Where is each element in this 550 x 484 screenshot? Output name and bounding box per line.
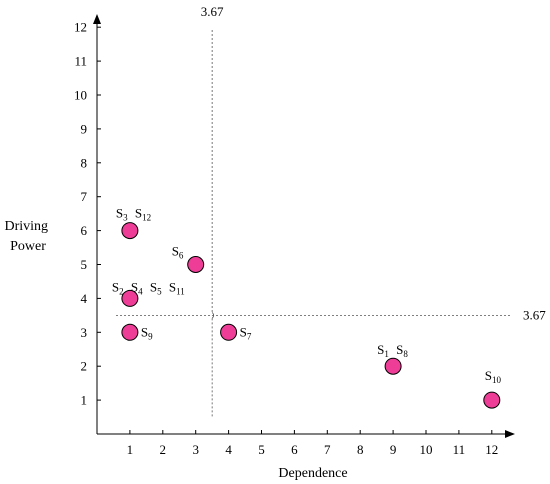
data-point (121, 222, 139, 240)
x-tick-label: 1 (127, 442, 134, 457)
point-label: S3 (116, 206, 128, 223)
point-label: S12 (135, 206, 151, 223)
x-tick-label: 8 (357, 442, 364, 457)
x-tick-label: 7 (324, 442, 331, 457)
y-tick-label: 2 (81, 359, 88, 374)
horizontal-reference-label: 3.67 (523, 307, 546, 322)
data-point (220, 323, 238, 341)
x-tick-label: 2 (160, 442, 167, 457)
point-label: S6 (172, 244, 184, 261)
point-label: S4 (131, 279, 143, 296)
y-tick-label: 5 (81, 257, 88, 272)
y-tick-label: 3 (81, 325, 88, 340)
y-axis-arrow (93, 14, 101, 24)
y-tick-label: 8 (81, 155, 88, 170)
y-tick-label: 11 (74, 54, 87, 69)
x-tick-label: 4 (225, 442, 232, 457)
point-label: S7 (240, 324, 252, 341)
x-tick-label: 11 (453, 442, 466, 457)
x-axis-arrow (505, 430, 515, 438)
y-tick-label: 10 (74, 88, 87, 103)
y-tick-label: 7 (81, 189, 88, 204)
y-tick-label: 9 (81, 121, 88, 136)
point-label: S2 (112, 279, 124, 296)
point-label: S10 (485, 368, 502, 385)
x-tick-label: 9 (390, 442, 397, 457)
y-axis-title-line-2: Power (10, 239, 46, 254)
x-axis-title: Dependence (278, 466, 347, 481)
x-tick-label: 3 (192, 442, 199, 457)
data-point (187, 256, 205, 273)
point-label: S1 (377, 342, 389, 359)
y-tick-label: 1 (81, 393, 88, 408)
point-label: S8 (396, 342, 408, 359)
x-tick-label: 5 (258, 442, 265, 457)
data-point (384, 357, 402, 375)
x-tick-label: 12 (485, 442, 498, 457)
reference-lines: 3.67 3.67 (116, 4, 546, 418)
x-tick-label: 10 (420, 442, 433, 457)
axes (93, 14, 515, 438)
y-axis-title: Driving Power (4, 219, 51, 254)
data-points (121, 222, 501, 409)
point-label: S11 (169, 279, 185, 296)
vertical-reference-label: 3.67 (201, 4, 224, 19)
y-tick-label: 6 (81, 223, 88, 238)
data-point (121, 289, 139, 307)
data-point (483, 391, 501, 409)
y-tick-label: 12 (74, 20, 87, 35)
data-point (121, 323, 139, 341)
y-axis-title-line-1: Driving (4, 219, 48, 234)
point-label: S9 (141, 324, 153, 341)
y-tick-label: 4 (81, 291, 88, 306)
x-tick-label: 6 (291, 442, 298, 457)
point-label: S5 (150, 279, 162, 296)
point-labels: S3 S12 S6 S2 S4 S5 S11 S9 S7 S1 S8 S10 (112, 206, 502, 386)
